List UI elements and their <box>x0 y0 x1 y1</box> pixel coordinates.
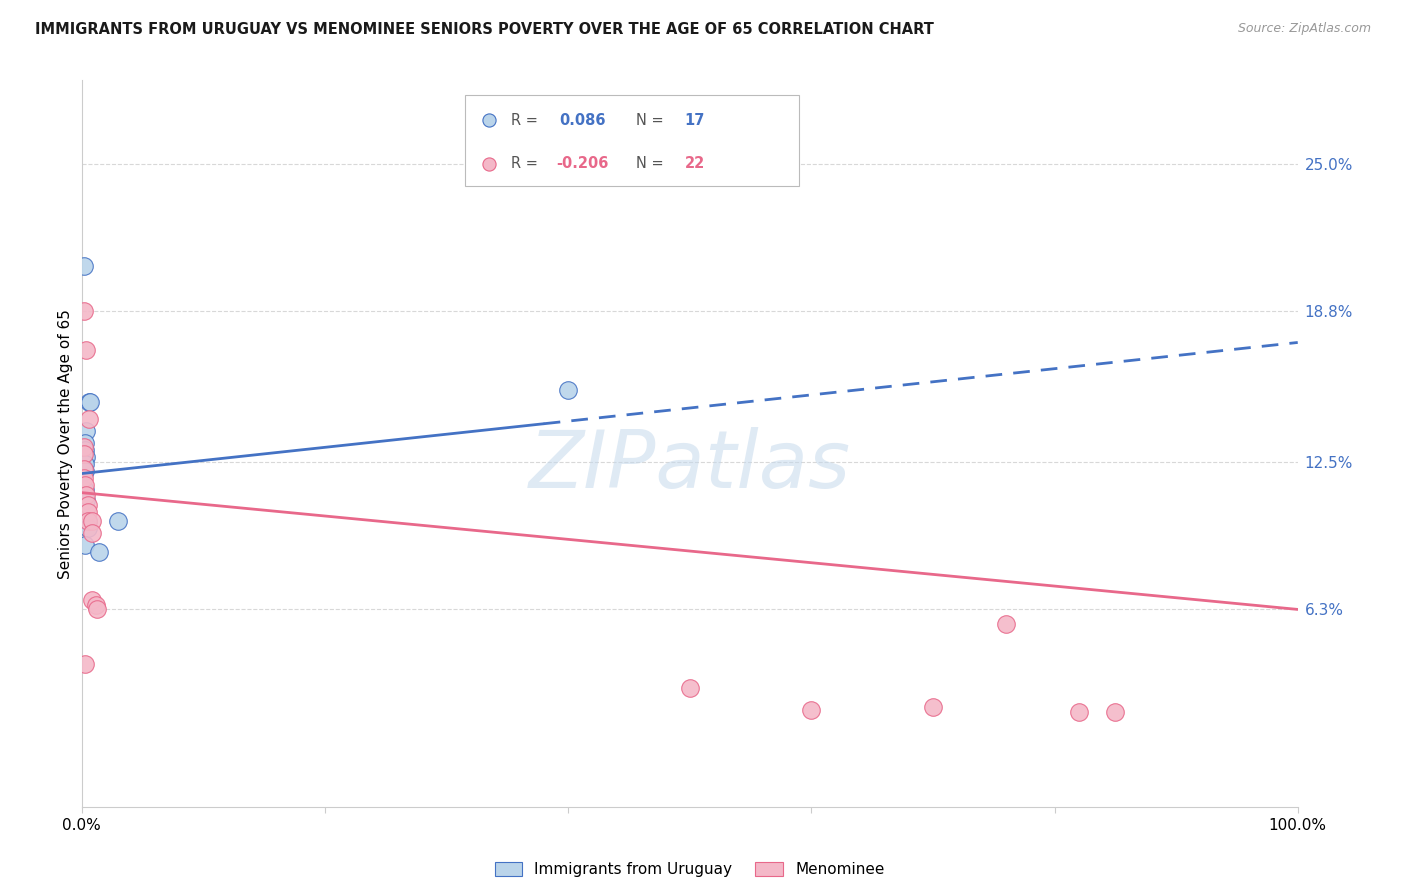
Point <box>75 457 97 471</box>
Point <box>79 395 101 409</box>
Point <box>75 483 97 498</box>
Point <box>84 598 107 612</box>
Y-axis label: Seniors Poverty Over the Age of 65: Seniors Poverty Over the Age of 65 <box>58 309 73 579</box>
Point <box>82 514 104 528</box>
Point <box>75 435 97 450</box>
Point <box>77 395 100 409</box>
Point <box>75 492 97 507</box>
Text: IMMIGRANTS FROM URUGUAY VS MENOMINEE SENIORS POVERTY OVER THE AGE OF 65 CORRELAT: IMMIGRANTS FROM URUGUAY VS MENOMINEE SEN… <box>35 22 934 37</box>
Text: N =: N = <box>636 112 668 128</box>
Text: N =: N = <box>636 156 668 171</box>
Point <box>73 304 96 318</box>
Point <box>75 478 97 492</box>
FancyBboxPatch shape <box>464 95 799 186</box>
Point <box>107 514 129 528</box>
Point <box>82 593 104 607</box>
Point <box>557 383 579 397</box>
Point <box>75 488 97 502</box>
Point <box>75 424 97 438</box>
Point <box>77 411 100 425</box>
Point <box>75 657 97 672</box>
Point <box>679 681 702 695</box>
Point <box>75 538 97 552</box>
Point <box>1067 705 1090 719</box>
Point <box>86 602 108 616</box>
Text: Source: ZipAtlas.com: Source: ZipAtlas.com <box>1237 22 1371 36</box>
Text: ZIPatlas: ZIPatlas <box>529 426 851 505</box>
Point <box>922 700 945 714</box>
Text: -0.206: -0.206 <box>555 156 609 171</box>
Point <box>87 545 110 559</box>
Point <box>73 259 96 273</box>
Point <box>76 505 98 519</box>
Point <box>76 521 98 535</box>
Text: 22: 22 <box>685 156 704 171</box>
Point <box>763 159 786 173</box>
Point <box>75 450 97 464</box>
Point <box>73 471 96 485</box>
Text: 17: 17 <box>685 112 706 128</box>
Text: R =: R = <box>510 156 543 171</box>
Point <box>75 343 97 357</box>
Point <box>76 514 98 528</box>
Legend: Immigrants from Uruguay, Menominee: Immigrants from Uruguay, Menominee <box>489 855 890 883</box>
Point <box>1104 705 1126 719</box>
Text: R =: R = <box>510 112 543 128</box>
Point <box>73 462 96 476</box>
Point <box>75 464 97 478</box>
Point <box>76 514 98 528</box>
Text: 0.086: 0.086 <box>560 112 606 128</box>
Point <box>76 498 98 512</box>
Point <box>73 448 96 462</box>
Point <box>73 441 96 455</box>
Point <box>800 702 823 716</box>
Point <box>82 526 104 541</box>
Point <box>994 616 1017 631</box>
Point <box>75 442 97 457</box>
